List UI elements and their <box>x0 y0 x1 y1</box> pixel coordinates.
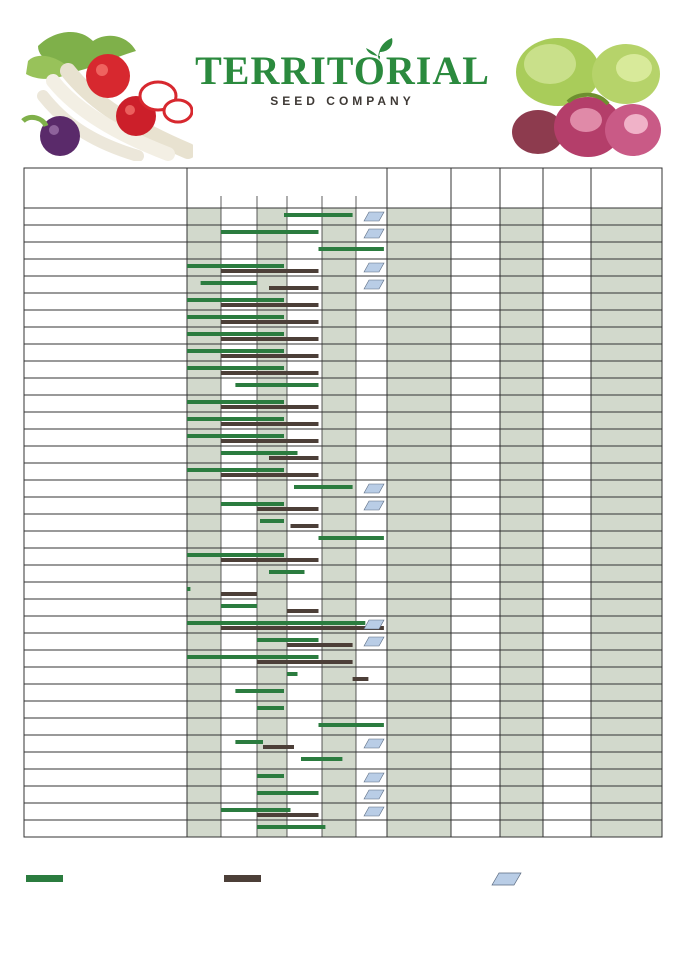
sowing-bar <box>257 774 284 778</box>
sowing-bar <box>187 621 366 625</box>
transplant-bar <box>263 745 294 749</box>
sowing-bar <box>187 587 191 591</box>
shaded-column <box>500 208 543 837</box>
frost-cover-icon <box>363 279 385 290</box>
sowing-bar <box>221 230 319 234</box>
sowing-bar <box>187 655 319 659</box>
frost-cover-icon <box>363 211 385 222</box>
sowing-bar <box>187 349 284 353</box>
sowing-bar <box>187 315 284 319</box>
frost-cover-icon <box>363 619 385 630</box>
sowing-bar <box>257 638 319 642</box>
sowing-bar <box>187 468 284 472</box>
transplant-bar <box>352 677 369 681</box>
sowing-bar <box>260 519 284 523</box>
frost-cover-icon <box>363 500 385 511</box>
sowing-bar <box>294 485 353 489</box>
transplant-bar <box>221 626 384 630</box>
transplant-bar <box>221 422 319 426</box>
sowing-bar <box>200 281 257 285</box>
sowing-bar <box>187 553 284 557</box>
lettuce-greens-illustration <box>512 38 661 157</box>
shaded-column <box>387 208 451 837</box>
transplant-bar <box>269 456 319 460</box>
shaded-column <box>591 208 662 837</box>
sowing-bar <box>301 757 343 761</box>
brand-subtitle: SEED COMPANY <box>270 94 415 108</box>
sowing-bar <box>257 825 326 829</box>
transplant-bar <box>287 609 319 613</box>
legend-brown-swatch <box>224 875 261 882</box>
frost-cover-icon <box>363 772 385 783</box>
frost-cover-icon <box>363 738 385 749</box>
sowing-bar <box>235 689 284 693</box>
transplant-bar <box>221 558 319 562</box>
transplant-bar <box>221 473 319 477</box>
transplant-bar <box>221 303 319 307</box>
brand-name: TERRITORIAL <box>195 48 490 93</box>
frost-cover-icon <box>363 806 385 817</box>
sowing-bar <box>318 536 384 540</box>
transplant-bar <box>221 320 319 324</box>
sowing-bar <box>235 740 263 744</box>
transplant-bar <box>221 337 319 341</box>
transplant-bar <box>221 371 319 375</box>
sowing-bar <box>269 570 305 574</box>
transplant-bar <box>257 660 353 664</box>
transplant-bar <box>287 643 353 647</box>
frost-cover-icon <box>363 789 385 800</box>
sowing-bar <box>318 723 384 727</box>
sowing-bar <box>187 366 284 370</box>
legend-frost-icon <box>491 872 522 886</box>
sowing-bar <box>221 604 257 608</box>
sowing-bar <box>257 791 319 795</box>
sowing-bar <box>187 434 284 438</box>
sowing-bar <box>187 417 284 421</box>
sowing-bar <box>187 298 284 302</box>
legend <box>0 870 687 890</box>
sowing-bar <box>287 672 298 676</box>
shaded-column <box>322 208 356 837</box>
transplant-bar <box>221 354 319 358</box>
sowing-bar <box>257 706 284 710</box>
frost-cover-icon <box>363 262 385 273</box>
sowing-bar <box>187 264 284 268</box>
sowing-bar <box>221 451 298 455</box>
radish-bunch-illustration <box>21 31 193 161</box>
legend-green-swatch <box>26 875 63 882</box>
sowing-bar <box>221 502 284 506</box>
frost-cover-icon <box>363 228 385 239</box>
sowing-bar <box>187 400 284 404</box>
sowing-bar <box>318 247 384 251</box>
frost-cover-icon <box>363 636 385 647</box>
transplant-bar <box>221 439 319 443</box>
transplant-bar <box>221 592 257 596</box>
transplant-bar <box>257 813 319 817</box>
transplant-bar <box>290 524 319 528</box>
sowing-bar <box>284 213 353 217</box>
transplant-bar <box>269 286 319 290</box>
sprout-icon <box>366 38 393 60</box>
sowing-bar <box>221 808 291 812</box>
sowing-bar <box>187 332 284 336</box>
page-header: TERRITORIAL SEED COMPANY <box>0 0 687 170</box>
frost-cover-icon <box>363 483 385 494</box>
sowing-bar <box>235 383 319 387</box>
transplant-bar <box>221 269 319 273</box>
transplant-bar <box>257 507 319 511</box>
shaded-column <box>187 208 221 837</box>
transplant-bar <box>221 405 319 409</box>
